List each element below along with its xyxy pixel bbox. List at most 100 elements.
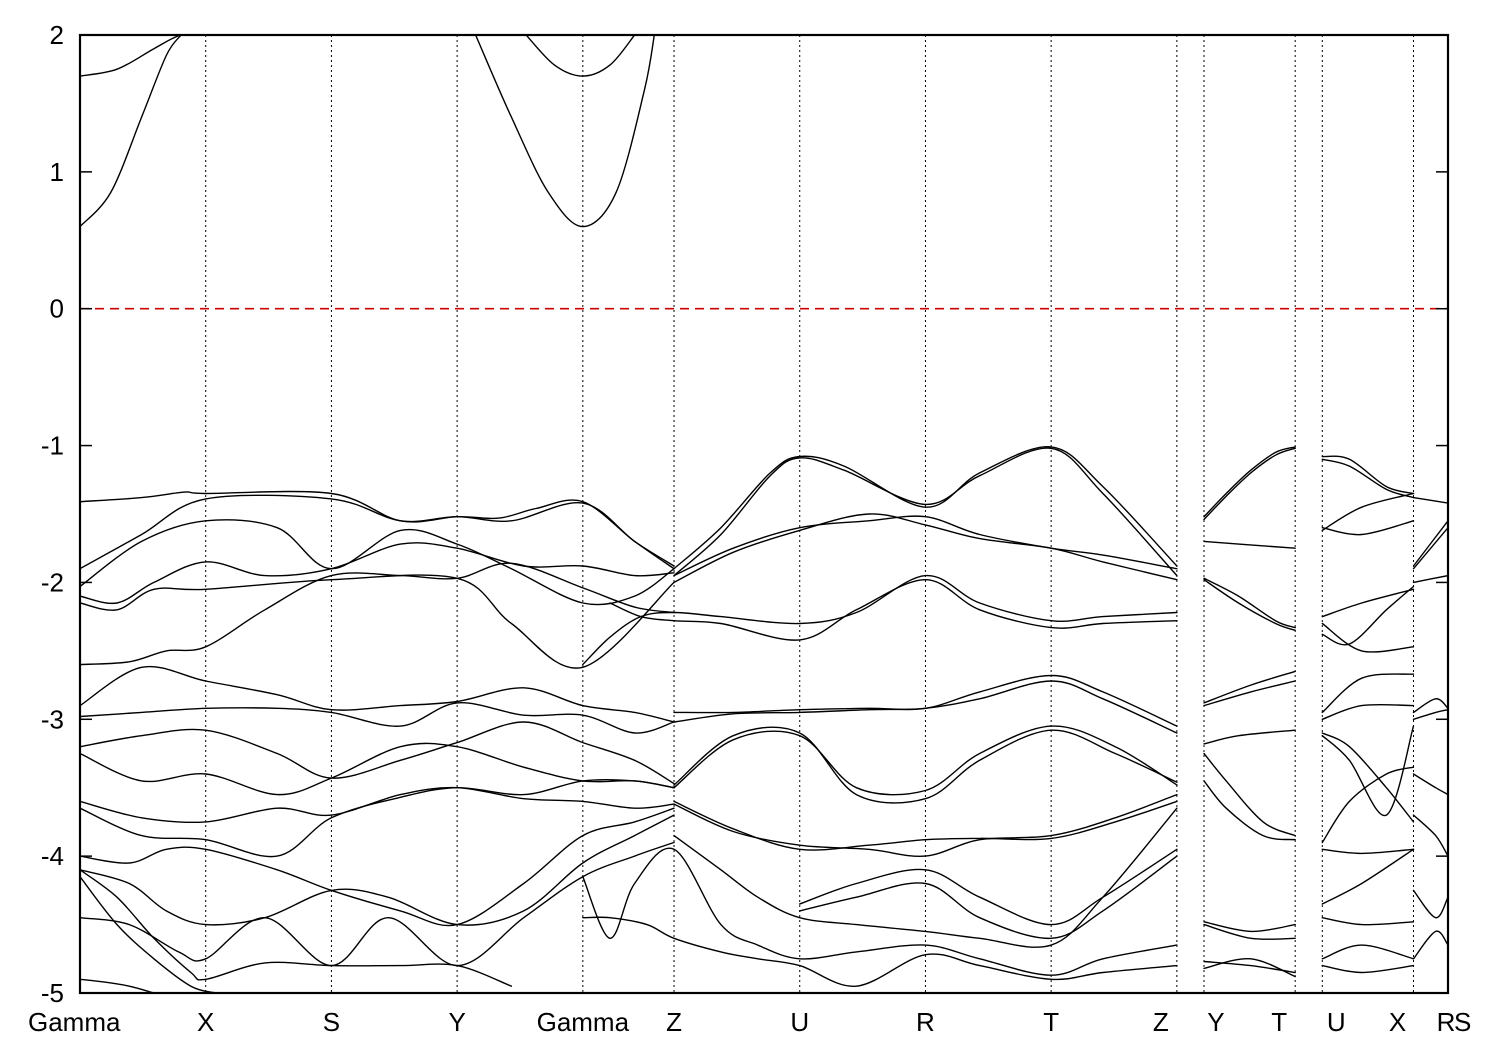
band-line	[1412, 574, 1448, 584]
y-axis-ticks: 2 1 0 -1 -2 -3 -4 -5	[41, 20, 1448, 1008]
band-line	[80, 35, 207, 77]
band-line	[1203, 958, 1296, 978]
band-line	[1321, 766, 1415, 844]
x-tick-label: S	[1454, 1007, 1471, 1037]
x-tick-label: R	[916, 1007, 935, 1037]
band-line	[1412, 698, 1448, 714]
y-tick-label: 2	[50, 20, 64, 50]
band-line	[1321, 588, 1415, 618]
band-line	[1321, 455, 1415, 495]
band-line	[673, 726, 1178, 804]
band-line	[673, 807, 1178, 948]
band-line	[673, 515, 1178, 577]
y-tick-label: 1	[50, 157, 64, 187]
band-line	[1412, 527, 1448, 570]
band-line	[582, 847, 1178, 976]
y-tick-label: -2	[41, 567, 64, 597]
band-line	[80, 35, 182, 228]
band-line	[80, 702, 675, 734]
x-tick-label: U	[790, 1007, 809, 1037]
band-line	[80, 978, 155, 993]
plot-frame	[78, 33, 1450, 995]
band-line	[1321, 622, 1415, 653]
y-tick-label: -5	[41, 978, 64, 1008]
band-line	[1412, 709, 1448, 720]
band-line	[80, 562, 675, 666]
band-line	[1203, 729, 1296, 745]
band-line	[80, 778, 675, 858]
band-line	[80, 869, 513, 987]
x-tick-label: T	[1043, 1007, 1059, 1037]
band-line	[1203, 579, 1296, 631]
band-line	[80, 807, 675, 927]
x-axis-labels: Gamma X S Y Gamma Z U R T Z Y T U X SR	[28, 1007, 1471, 1037]
band-line	[1321, 673, 1415, 714]
band-line	[609, 579, 1178, 641]
band-line	[799, 855, 1178, 940]
band-line	[80, 542, 675, 605]
band-line	[80, 876, 217, 993]
band-line	[1321, 458, 1415, 499]
band-line	[1203, 577, 1296, 629]
band-line	[1412, 889, 1448, 919]
band-line	[673, 793, 1178, 858]
band-line	[1321, 732, 1415, 823]
x-tick-label: Z	[666, 1007, 682, 1037]
band-line	[1321, 917, 1415, 926]
band-line	[1203, 921, 1296, 933]
x-tick-label: Y	[1207, 1007, 1224, 1037]
band-line	[1203, 680, 1296, 707]
x-tick-label: Y	[448, 1007, 465, 1037]
x-tick-label: X	[1389, 1007, 1406, 1037]
band-line	[1203, 670, 1296, 704]
band-line	[1321, 964, 1415, 974]
band-line	[1321, 492, 1415, 532]
band-line	[673, 800, 1178, 851]
x-tick-label: Z	[1153, 1007, 1169, 1037]
band-line	[80, 494, 675, 570]
band-line	[1203, 752, 1296, 837]
x-tick-label: X	[197, 1007, 214, 1037]
band-line	[80, 721, 675, 785]
band-line	[1412, 520, 1448, 567]
band-line	[1203, 446, 1296, 518]
band-line	[673, 680, 1178, 734]
y-tick-label: -3	[41, 704, 64, 734]
band-line	[673, 725, 1178, 796]
band-line	[525, 35, 636, 77]
y-tick-label: -1	[41, 431, 64, 461]
band-line	[1203, 780, 1296, 841]
band-line	[1321, 520, 1415, 536]
band-line	[673, 446, 1178, 570]
band-line	[80, 519, 675, 606]
band-line	[1321, 944, 1415, 960]
band-line	[1412, 814, 1448, 857]
band-line	[80, 665, 675, 723]
band-line	[1203, 447, 1296, 521]
band-line	[80, 786, 675, 824]
band-line	[1321, 585, 1415, 646]
band-line	[673, 447, 1178, 577]
y-tick-label: -4	[41, 841, 64, 871]
band-line	[1321, 848, 1415, 905]
band-line	[1412, 496, 1448, 504]
x-tick-label: U	[1327, 1007, 1346, 1037]
x-tick-label: R	[1437, 1007, 1456, 1037]
y-tick-label: 0	[50, 294, 64, 324]
band-line	[1321, 703, 1415, 720]
band-line	[799, 848, 1178, 926]
band-line	[1203, 923, 1296, 940]
x-tick-label: S	[323, 1007, 340, 1037]
band-line	[1412, 930, 1448, 960]
band-lines	[80, 35, 1448, 993]
band-line	[80, 742, 675, 796]
band-line	[80, 574, 675, 669]
band-line	[1321, 848, 1415, 855]
band-line	[1321, 725, 1415, 816]
band-line	[582, 916, 1178, 987]
band-line	[1203, 960, 1296, 974]
band-line	[80, 814, 675, 926]
band-line	[1412, 773, 1448, 796]
